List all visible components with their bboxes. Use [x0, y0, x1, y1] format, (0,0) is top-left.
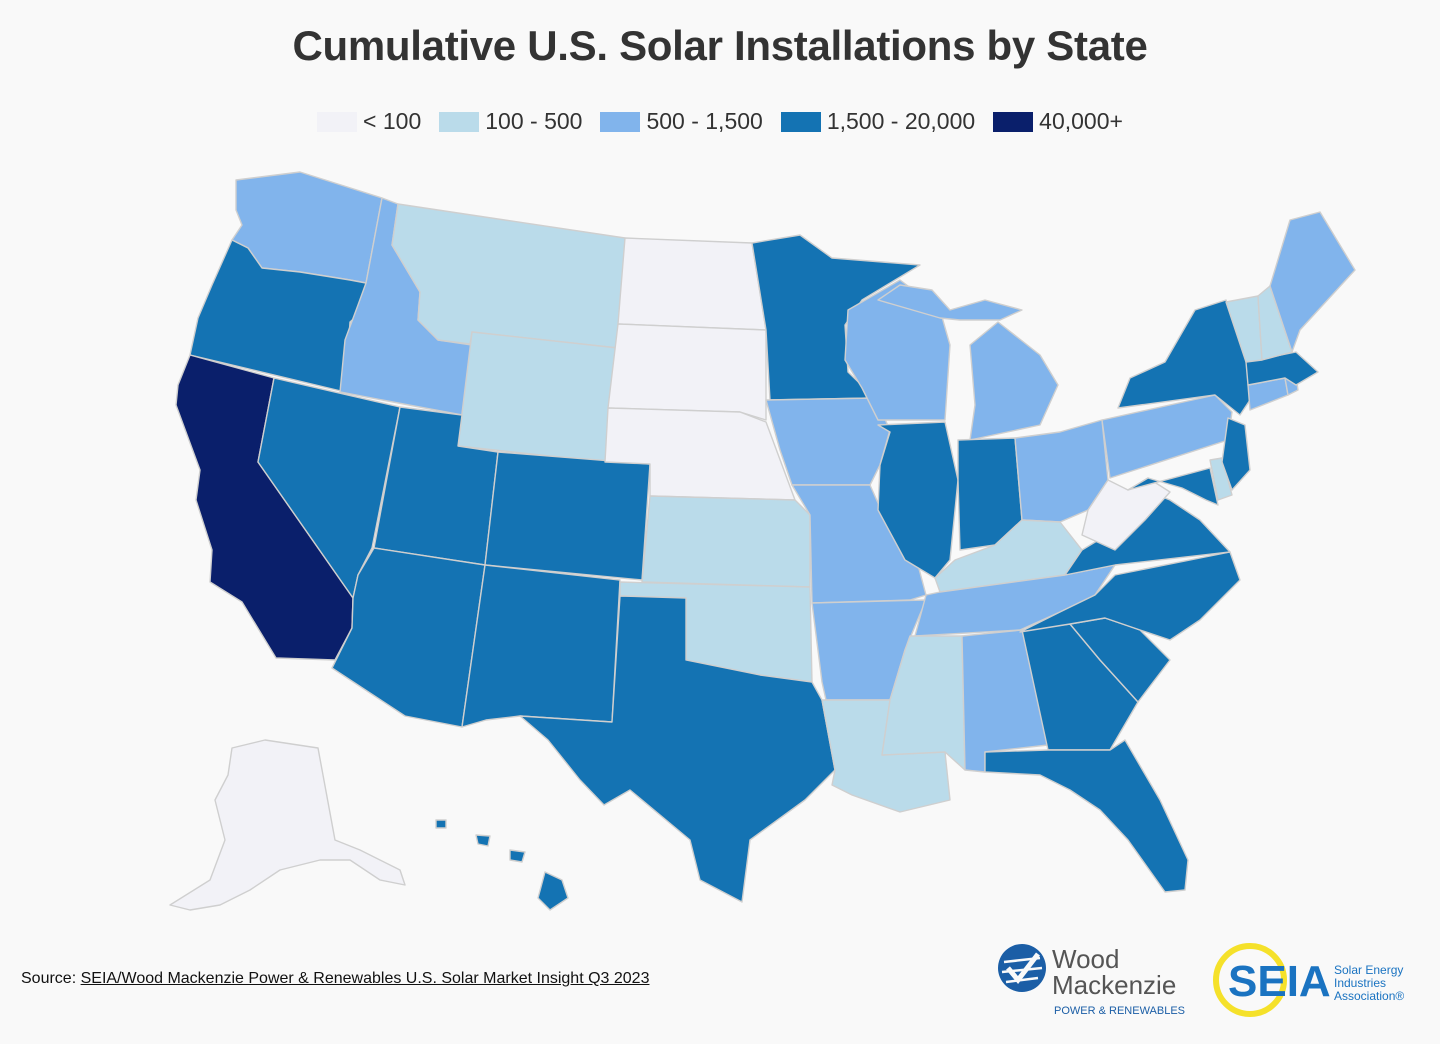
state-wyoming[interactable] [457, 331, 619, 463]
state-new-jersey[interactable] [1221, 417, 1251, 491]
state-maine[interactable] [1269, 211, 1356, 353]
state-virginia[interactable] [1064, 489, 1231, 576]
state-north-dakota[interactable] [617, 237, 767, 331]
source-note: Source: SEIA/Wood Mackenzie Power & Rene… [21, 970, 649, 988]
state-new-mexico[interactable] [461, 564, 621, 728]
state-colorado[interactable] [484, 451, 651, 581]
seia-mark: SEIA [1228, 957, 1331, 1006]
state-west-virginia[interactable] [1081, 477, 1171, 551]
state-michigan[interactable] [969, 321, 1059, 441]
state-new-york[interactable] [1117, 299, 1251, 416]
source-prefix: Source: [21, 970, 81, 987]
legend-item-40000-plus: 40,000+ [993, 108, 1123, 135]
state-montana[interactable] [391, 203, 626, 349]
state-alaska[interactable] [169, 739, 406, 911]
legend-swatch-40000-plus [993, 111, 1034, 132]
legend-swatch-100-500 [439, 111, 480, 132]
legend-label-lt100: < 100 [363, 108, 422, 134]
legend-item-500-1500: 500 - 1,500 [600, 108, 763, 135]
map-title: Cumulative U.S. Solar Installations by S… [292, 22, 1148, 69]
legend: < 100 100 - 500 500 - 1,500 1,500 - 20,0… [0, 108, 1440, 135]
wood-mackenzie-logo: Wood Mackenzie POWER & RENEWABLES [998, 944, 1185, 1017]
legend-swatch-lt100 [317, 111, 358, 132]
source-link[interactable]: SEIA/Wood Mackenzie Power & Renewables U… [80, 970, 650, 987]
state-hawaii-big-island[interactable] [537, 871, 569, 911]
legend-swatch-1500-20000 [780, 111, 821, 132]
state-illinois[interactable] [877, 421, 959, 579]
legend-item-lt100: < 100 [317, 108, 421, 135]
legend-label-100-500: 100 - 500 [485, 108, 583, 134]
state-michigan-upper[interactable] [877, 284, 1023, 321]
state-north-carolina[interactable] [1019, 551, 1241, 641]
seia-line1: Solar Energy [1334, 963, 1403, 977]
legend-label-1500-20000: 1,500 - 20,000 [826, 108, 976, 134]
legend-item-1500-20000: 1,500 - 20,000 [780, 108, 976, 135]
seia-line3: Association® [1334, 989, 1404, 1003]
state-massachusetts[interactable] [1245, 351, 1319, 386]
state-florida[interactable] [984, 739, 1189, 893]
state-maryland[interactable] [1127, 467, 1219, 506]
state-texas[interactable] [519, 595, 836, 903]
seia-logo: SEIA Solar Energy Industries Association… [1213, 943, 1404, 1017]
seia-line2: Industries [1334, 976, 1386, 990]
state-minnesota[interactable] [751, 234, 921, 401]
legend-swatch-500-1500 [600, 111, 641, 132]
state-delaware[interactable] [1209, 457, 1233, 501]
seia-sun-icon [1213, 943, 1287, 1017]
state-hawaii-oahu[interactable] [475, 834, 491, 847]
state-hawaii-kauai[interactable] [435, 819, 447, 829]
wood-mackenzie-tagline: POWER & RENEWABLES [1054, 1005, 1185, 1017]
wood-mackenzie-line2: Mackenzie [1052, 970, 1176, 1000]
state-south-dakota[interactable] [607, 323, 767, 421]
wood-mackenzie-line1: Wood [1052, 944, 1119, 974]
legend-label-40000-plus: 40,000+ [1039, 108, 1123, 134]
legend-item-100-500: 100 - 500 [439, 108, 582, 135]
state-kansas[interactable] [641, 495, 811, 588]
legend-label-500-1500: 500 - 1,500 [646, 108, 763, 134]
state-hawaii-maui[interactable] [509, 849, 526, 863]
